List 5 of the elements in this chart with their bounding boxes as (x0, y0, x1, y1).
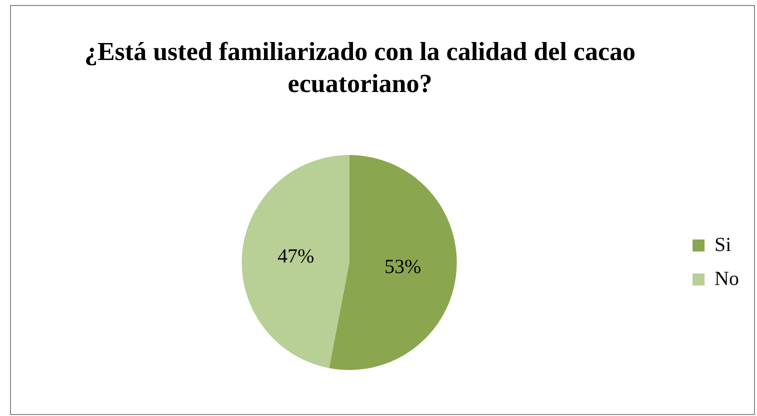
legend-label: Si (714, 234, 732, 256)
chart-title: ¿Está usted familiarizado con la calidad del cacao ecuatoriano? (83, 36, 637, 100)
data-label: 53% (384, 256, 422, 278)
legend-label: No (714, 268, 740, 290)
data-label: 47% (277, 246, 314, 268)
